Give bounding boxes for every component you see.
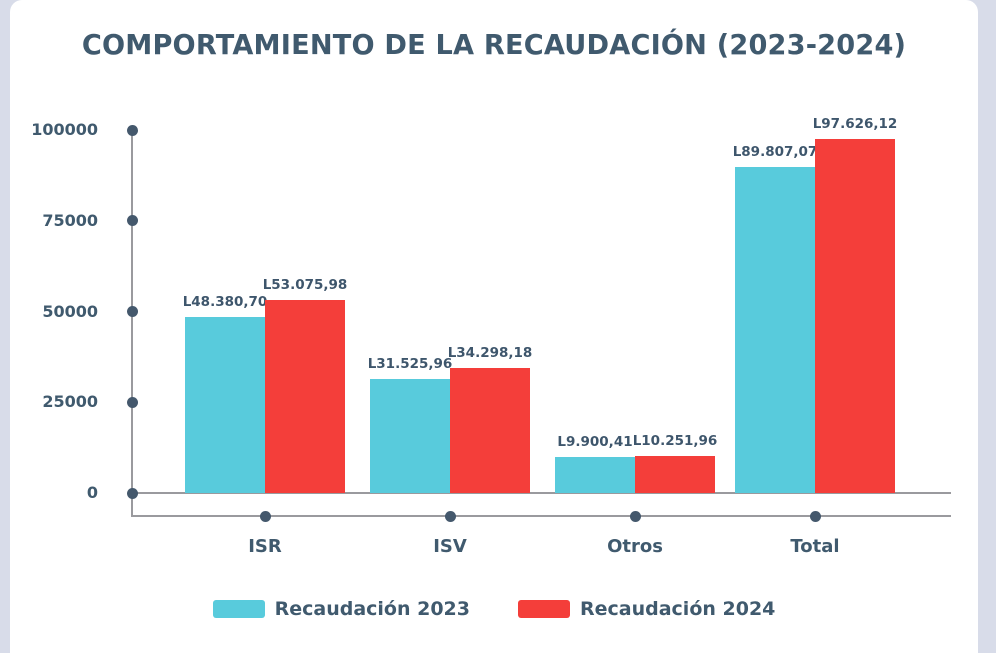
y-axis-tick-dot [126,124,138,136]
bar-2024-total [815,138,895,493]
bar-value-label: L97.626,12 [812,115,898,132]
y-axis-tick-dot [126,306,138,317]
y-axis-tick-dot [126,487,138,499]
y-axis-tick-label: 50000 [42,301,98,321]
category-label-isr: ISR [248,536,282,557]
bar-value-label: L89.807,07 [732,144,818,160]
zero-baseline [131,492,951,494]
bar-2023-isv [370,378,450,493]
bar-value-label: L10.251,96 [632,432,718,449]
bar-2023-isr [185,317,265,493]
bar-value-label: L48.380,70 [182,294,268,311]
chart-legend: Recaudación 2023 Recaudación 2024 [10,598,978,620]
y-axis-tick-label: 75000 [42,210,98,230]
legend-item-recaudacion-2023[interactable]: Recaudación 2023 [212,598,470,620]
bar-value-label: L34.298,18 [447,345,533,362]
chart-card: COMPORTAMIENTO DE LA RECAUDACIÓN (2023-2… [10,0,978,653]
bar-chart-plot-area: 100000 75000 50000 25000 0 L48.380,70 L53.075,… [10,0,978,653]
y-axis-tick-label: 0 [86,483,98,502]
y-axis-tick-dot [126,396,138,408]
y-axis-tick-label: 100000 [31,120,98,139]
bar-value-label: L31.525,96 [367,355,453,372]
chart-title: COMPORTAMIENTO DE LA RECAUDACIÓN (2023-2… [81,28,907,61]
y-axis-tick-dot [126,215,138,227]
legend-label: Recaudación 2024 [580,598,776,620]
x-axis-tick-dot [629,510,641,522]
legend-color-swatch [518,600,570,618]
y-axis-line [131,130,133,516]
legend-color-swatch [212,600,265,618]
bar-2024-isv [450,368,530,493]
x-axis-line [131,515,951,517]
bar-2023-otros [555,457,635,493]
legend-label: Recaudación 2023 [274,598,470,620]
x-axis-tick-dot [444,510,456,522]
bar-2023-total [735,167,815,493]
category-label-otros: Otros [607,536,663,557]
bar-value-label: L53.075,98 [262,277,348,294]
category-label-total: Total [790,536,840,557]
y-axis-tick-label: 25000 [42,392,98,412]
bar-2024-isr [265,300,345,493]
bar-2024-otros [635,455,715,493]
category-label-isv: ISV [433,536,467,557]
legend-item-recaudacion-2024[interactable]: Recaudación 2024 [518,598,775,620]
x-axis-tick-dot [809,510,821,522]
x-axis-tick-dot [259,510,271,522]
bar-value-label: L9.900,41 [557,434,633,451]
